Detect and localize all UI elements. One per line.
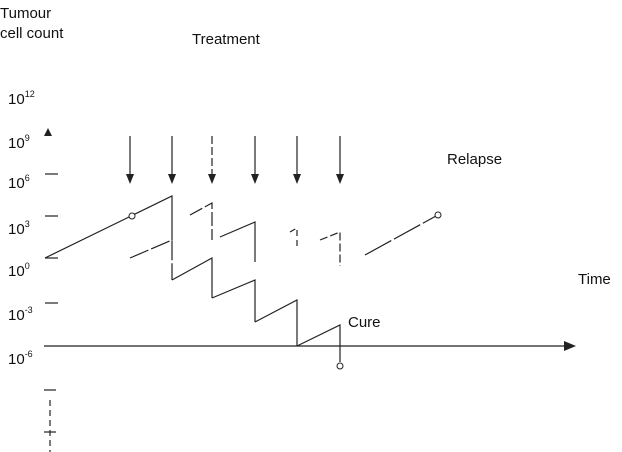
arrow-head [564,341,576,351]
tick-base: 10 [8,91,25,108]
tick-base: 10 [8,351,25,368]
tick-label: 100 [8,261,30,280]
tick-label: 109 [8,133,30,152]
tick-exponent: 0 [25,261,30,271]
tick-exponent: 3 [25,219,30,229]
tick-exponent: 12 [25,89,35,99]
treatment-arrows [126,136,344,184]
tick-label: 103 [8,219,30,238]
cure-label: Cure [348,314,381,331]
tick-base: 10 [8,263,25,280]
axes [44,128,576,452]
y-axis-label: cell count [0,25,64,42]
tick-label: 1012 [8,89,35,108]
tick-label: 10-6 [8,349,33,368]
tick-base: 10 [8,221,25,238]
tick-exponent: 6 [25,173,30,183]
relapse-label: Relapse [447,151,502,168]
relapse-curve [44,195,442,266]
tick-label: 10-3 [8,305,33,324]
tick-base: 10 [8,307,25,324]
cure-curve [129,239,344,370]
arrow-head [44,128,52,136]
tick-exponent: 9 [25,133,30,143]
time-label: Time [578,271,611,288]
treatment-label: Treatment [192,31,261,48]
y-axis-label: Tumour [0,5,51,22]
tick-exponent: -3 [25,305,33,315]
tick-base: 10 [8,175,25,192]
tick-exponent: -6 [25,349,33,359]
tick-label: 106 [8,173,30,192]
tick-base: 10 [8,135,25,152]
